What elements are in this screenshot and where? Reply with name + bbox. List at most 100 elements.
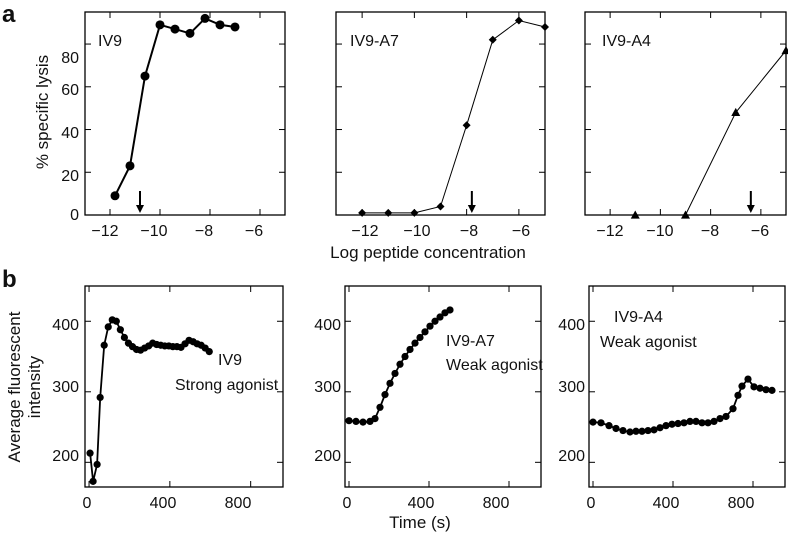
b-iv9-a4-point [692,417,700,426]
b-iv9-a7-point [406,345,414,354]
a-iv9-a4-point [781,45,788,55]
b-iv9-a4-point [650,426,658,434]
b-iv9-ytick: 200 [52,448,79,465]
a-iv9-point [140,71,150,81]
a-iv9-a7-xtick: −12 [351,223,378,240]
b-iv9-a4-point [750,383,758,391]
a-iv9-a4-arrow-head [746,205,755,213]
a-ytick: 60 [61,82,79,99]
a-iv9-xtick: −8 [195,223,213,240]
b-iv9-a4-point [738,382,746,390]
a-iv9-point [110,191,120,201]
b-iv9-a4-point [698,419,706,427]
b-iv9-a4-point [756,384,764,392]
b-iv9-a4-point [680,419,688,427]
a-iv9-point [170,24,180,34]
b-iv9-a4-xtick: 800 [728,495,755,512]
b-iv9-a7-xtick: 400 [408,495,435,512]
a-iv9-a4-xtick: −12 [596,223,623,240]
b-iv9-a7-xtick: 0 [343,495,352,512]
b-iv9-a4-point [716,414,724,423]
b-iv9-a4-point [644,426,652,435]
a-iv9-a7-xtick: −8 [460,223,478,240]
b-iv9-a7-point [431,317,439,325]
a-iv9-point [215,20,225,30]
b-iv9-a7-point [352,417,360,426]
a-xlabel: Log peptide concentration [330,243,526,262]
b-iv9-a4-ytick: 400 [558,317,585,334]
b-iv9-a4-point [656,424,664,432]
b-iv9-xtick: 400 [150,495,177,512]
b-iv9-a7-point [436,313,444,321]
a-iv9-a7-point [462,121,471,130]
series-annotation: Weak agonist [446,357,543,374]
b-iv9-a7-point [396,360,404,368]
b-iv9-a4-point [668,420,676,428]
a-iv9-a7-point [384,208,393,217]
a-iv9-a7-xtick: −10 [403,223,430,240]
b-iv9-a4-point [722,412,730,421]
a-ytick: 20 [61,168,79,185]
b-iv9-a4-ytick: 200 [558,448,585,465]
plot-frame-b-iv9 [84,285,284,488]
b-iv9-a4-point [597,419,605,427]
a-ytick: 80 [61,50,79,67]
a-iv9-a7-point [436,202,445,211]
b-iv9-a4-point [605,422,613,430]
a-iv9-point [155,20,165,30]
a-iv9-arrow-head [136,205,144,213]
a-ytick: 0 [70,207,79,224]
b-iv9-a4-point [626,428,634,436]
b-iv9-a4-point [704,419,712,427]
a-iv9-a7-point [358,208,367,217]
b-iv9-a4-point [632,427,640,435]
b-iv9-a7-point [345,417,353,425]
b-iv9-a4-point [710,417,718,426]
b-iv9-point [120,333,128,342]
a-iv9-a7-point [488,35,497,44]
series-annotation: Strong agonist [175,377,279,394]
a-iv9-xtick: −10 [140,223,167,240]
b-iv9-a7-point [401,352,409,361]
b-iv9-a4-point [638,427,646,435]
b-iv9-a4-point [612,424,620,433]
b-iv9-ytick: 300 [52,379,79,396]
b-iv9-a4-ytick: 300 [558,379,585,396]
b-iv9-point [112,317,120,325]
b-iv9-point [116,326,124,334]
b-iv9-a7-point [371,414,379,423]
a-iv9-a4-point [681,210,690,219]
b-iv9-a7-ytick: 400 [314,317,341,334]
a-ytick: 40 [61,125,79,142]
b-iv9-a4-point [734,391,742,399]
b-iv9-a4-point [768,386,776,394]
b-iv9-point [86,449,94,457]
b-iv9-point [96,393,104,402]
b-iv9-point [89,477,97,485]
b-iv9-a7-point [446,306,454,314]
series-title: IV9 [218,352,242,369]
b-iv9-a4-point [674,419,682,428]
b-iv9-a4-point [589,418,597,426]
b-iv9-a7-point [381,391,389,399]
a-iv9-point [200,13,210,23]
b-iv9-a4-xtick: 0 [587,495,596,512]
b-iv9-a4-xtick: 400 [653,495,680,512]
panel-letter-b: b [2,266,17,293]
b-ylabel-line2: intensity [25,355,44,418]
a-iv9-a4-series-line [635,50,787,216]
b-iv9-a7-point [426,322,434,330]
a-iv9-point [230,22,240,32]
b-iv9-a4-point [619,426,627,435]
series-title: IV9-A4 [602,33,651,50]
plot-frame-b-iv9-a4 [588,285,786,488]
b-iv9-a7-point [391,369,399,378]
b-ylabel-line1: Average fluorescent [5,311,24,462]
series-title: IV9-A4 [614,309,663,326]
panel-letter-a: a [2,1,16,28]
series-title: IV9-A7 [350,33,399,50]
a-iv9-a7-arrow-head [467,205,476,213]
b-iv9-a4-point [729,405,737,413]
b-xlabel: Time (s) [389,513,451,532]
